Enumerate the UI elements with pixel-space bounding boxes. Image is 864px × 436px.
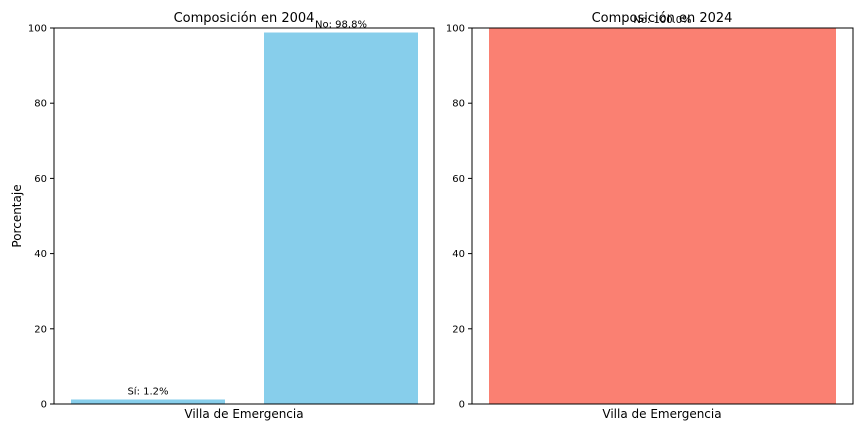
- bar-labels-2024: No: 100.0%: [633, 15, 691, 26]
- bars-2024: [489, 28, 836, 404]
- bars-2004: [71, 32, 418, 405]
- plot-frame-2024: [471, 27, 854, 405]
- y-tick-label: 80: [34, 99, 47, 110]
- y-ticks-2004: 0 20 40 60 80 100: [28, 24, 54, 411]
- y-tick-label: 100: [28, 24, 47, 35]
- y-tick-label: 40: [452, 249, 465, 260]
- chart-2024: Composición en 2024 Villa de Emergencia …: [446, 11, 854, 421]
- plot-frame-2004: [53, 27, 435, 405]
- y-tick-label: 20: [452, 324, 465, 335]
- bar-labels-2004: Sí: 1.2% No: 98.8%: [127, 20, 367, 398]
- chart-2004: Composición en 2004 Porcentaje Villa de …: [10, 11, 435, 421]
- y-tick-label: 60: [452, 174, 465, 185]
- y-tick-label: 60: [34, 174, 47, 185]
- y-tick-label: 20: [34, 324, 47, 335]
- bar-data-label: Sí: 1.2%: [127, 385, 168, 397]
- y-tick-label: 40: [34, 249, 47, 260]
- y-axis-label-2004: Porcentaje: [10, 184, 24, 247]
- y-tick-label: 100: [446, 24, 465, 35]
- bar-data-label: No: 98.8%: [315, 20, 367, 31]
- y-tick-label: 0: [41, 400, 47, 411]
- bar: [264, 32, 418, 405]
- y-tick-label: 0: [459, 400, 465, 411]
- chart-title-2004: Composición en 2004: [174, 11, 315, 26]
- bar-data-label: No: 100.0%: [633, 15, 691, 26]
- x-axis-label-2024: Villa de Emergencia: [602, 407, 721, 421]
- y-tick-label: 80: [452, 99, 465, 110]
- bar: [71, 399, 225, 404]
- chart-title-2024: Composición en 2024: [592, 11, 733, 26]
- bar: [489, 28, 836, 404]
- x-axis-label-2004: Villa de Emergencia: [184, 407, 303, 421]
- y-ticks-2024: 0 20 40 60 80 100: [446, 24, 472, 411]
